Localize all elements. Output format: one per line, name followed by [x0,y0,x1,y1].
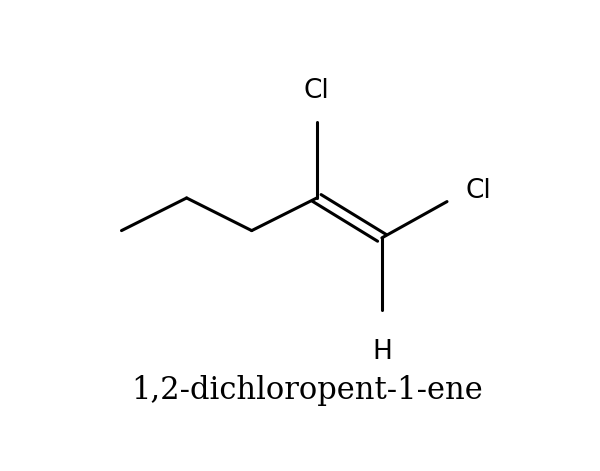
Text: 1,2-dichloropent-1-ene: 1,2-dichloropent-1-ene [131,374,484,406]
Text: Cl: Cl [304,78,329,104]
Text: H: H [372,340,392,365]
Text: Cl: Cl [466,178,491,204]
